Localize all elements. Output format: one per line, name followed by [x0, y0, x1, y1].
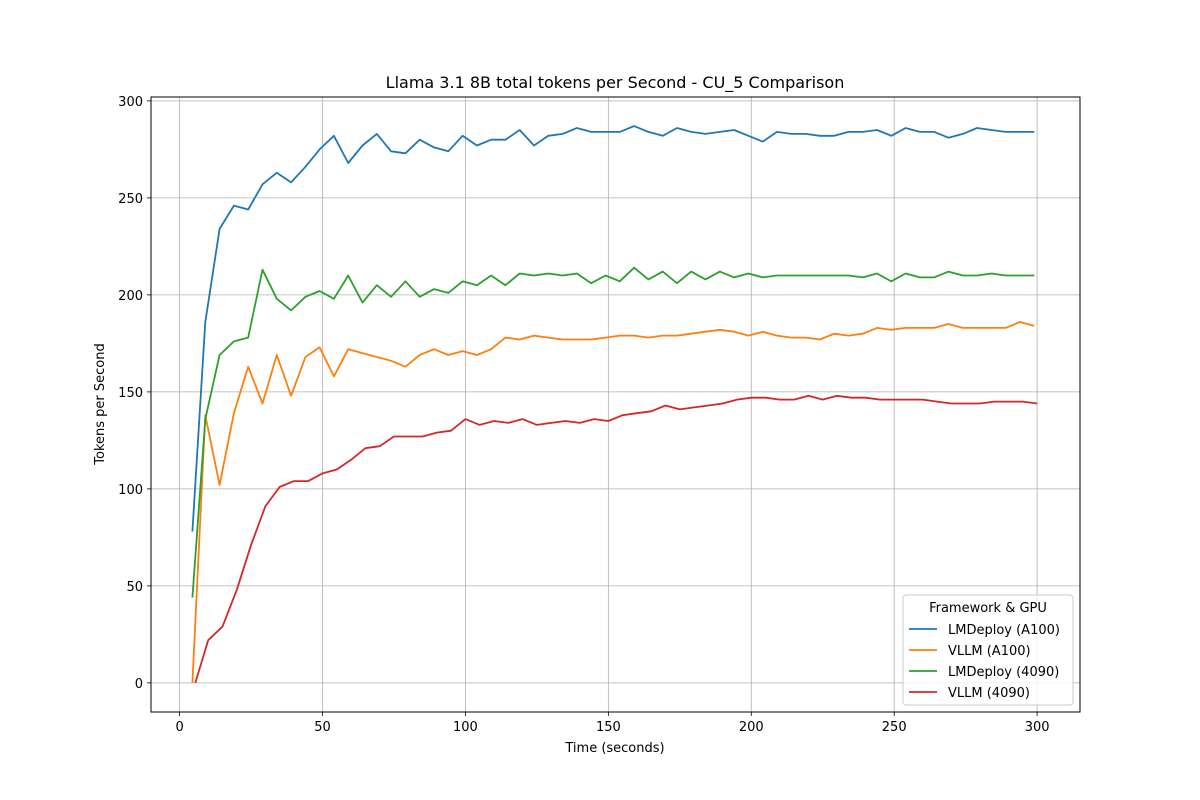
x-axis-label: Time (seconds)	[564, 741, 664, 756]
legend: Framework & GPU LMDeploy (A100) VLLM (A10…	[902, 594, 1074, 706]
y-tick-label: 150	[118, 386, 143, 401]
y-tick-label: 100	[118, 483, 143, 498]
legend-label: VLLM (4090)	[948, 686, 1030, 701]
legend-label: LMDeploy (4090)	[948, 665, 1059, 680]
x-tick-label: 0	[175, 720, 183, 735]
legend-box	[902, 594, 1074, 706]
x-tick-label: 150	[596, 720, 621, 735]
legend-entries: LMDeploy (A100) VLLM (A100) LMDeploy (4090…	[909, 623, 1060, 701]
chart-title: Llama 3.1 8B total tokens per Second - C…	[386, 73, 845, 93]
series-line-3	[191, 266, 1035, 598]
x-tick-label: 250	[882, 720, 907, 735]
x-tick-label: 300	[1025, 720, 1050, 735]
series-line-2	[191, 321, 1035, 683]
y-tick-label: 300	[118, 95, 143, 110]
y-tick-label: 0	[135, 677, 143, 692]
y-tick-label: 250	[118, 192, 143, 207]
y-tick-label: 50	[126, 580, 143, 595]
x-tick-label: 200	[739, 720, 764, 735]
y-axis-label: Tokens per Second	[93, 343, 108, 465]
plot-area-frame	[150, 96, 1081, 713]
x-tick-label: 50	[314, 720, 331, 735]
series-lines	[191, 125, 1038, 684]
legend-label: LMDeploy (A100)	[948, 623, 1060, 638]
series-line-1	[191, 125, 1035, 532]
axis-ticks: 0 50 100 150 200 250 300 0 50 100 150 200 250 300	[118, 95, 1049, 735]
x-tick-label: 100	[453, 720, 478, 735]
legend-label: VLLM (A100)	[948, 644, 1031, 659]
y-tick-label: 200	[118, 289, 143, 304]
series-line-4	[194, 394, 1038, 684]
legend-title: Framework & GPU	[929, 601, 1047, 616]
grid	[151, 97, 1080, 712]
